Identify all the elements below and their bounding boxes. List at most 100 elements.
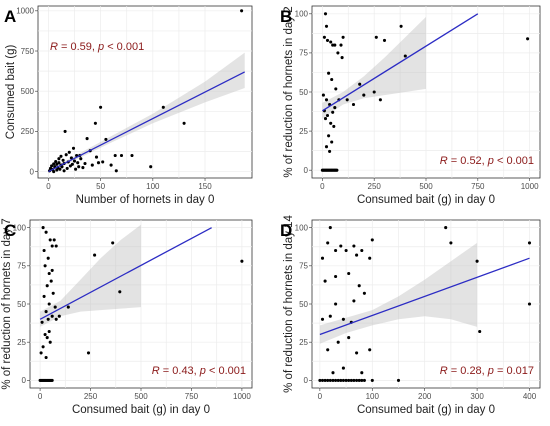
- x-tick-label: 1000: [521, 182, 539, 191]
- data-point: [336, 340, 340, 344]
- regression-line: [48, 71, 245, 173]
- x-tick-label: 750: [471, 182, 485, 191]
- y-axis-title: % of reduction of hornets in day 7: [1, 218, 13, 389]
- data-point: [333, 106, 337, 110]
- data-point: [336, 378, 340, 382]
- data-point: [50, 244, 54, 248]
- stat-p-symbol: p: [487, 155, 494, 167]
- data-point: [114, 169, 118, 173]
- data-point: [90, 163, 94, 167]
- data-point: [370, 238, 374, 242]
- x-tick-label: 200: [418, 392, 432, 401]
- data-point: [341, 35, 345, 39]
- data-point: [444, 226, 448, 230]
- data-point: [329, 40, 333, 44]
- data-point: [326, 348, 330, 352]
- data-point: [378, 98, 382, 102]
- stat-p-value: < 0.001: [206, 365, 246, 377]
- y-tick-label: 50: [299, 88, 308, 97]
- data-point: [52, 238, 56, 242]
- data-point: [355, 351, 359, 355]
- data-point: [368, 348, 372, 352]
- stat-r-value: = 0.28,: [448, 365, 488, 377]
- stat-r-symbol: R: [440, 365, 448, 377]
- regression-line: [322, 13, 479, 112]
- stat-r-value: = 0.43,: [160, 365, 200, 377]
- data-point: [161, 105, 165, 109]
- y-tick-label: 25: [299, 338, 308, 347]
- data-point: [57, 314, 61, 318]
- data-point: [41, 345, 45, 349]
- data-point: [46, 317, 50, 321]
- stat-r-symbol: R: [152, 365, 160, 377]
- x-tick-label: 100: [146, 182, 160, 191]
- x-tick-label: 150: [198, 182, 212, 191]
- data-point: [360, 371, 364, 375]
- data-point: [334, 378, 338, 382]
- data-point: [351, 102, 356, 107]
- y-axis-title: % of reduction of hornets in day 2: [283, 6, 295, 177]
- data-point: [43, 332, 47, 337]
- x-tick-label: 1000: [233, 392, 251, 401]
- confidence-band: [319, 242, 478, 344]
- data-point: [357, 378, 361, 382]
- data-point: [355, 253, 359, 257]
- x-tick-label: 500: [134, 392, 148, 401]
- data-point: [55, 162, 59, 166]
- x-tick-label: 500: [419, 182, 433, 191]
- data-point: [344, 248, 348, 253]
- data-point: [320, 378, 325, 382]
- stat-p-value: < 0.001: [104, 41, 144, 53]
- data-point: [334, 274, 338, 279]
- confidence-band: [322, 16, 426, 119]
- y-tick-label: 0: [304, 166, 309, 175]
- correlation-stat: R = 0.59, p < 0.001: [50, 41, 144, 53]
- data-point: [323, 279, 327, 283]
- data-point: [130, 153, 134, 158]
- data-point: [62, 169, 66, 173]
- data-point: [41, 226, 45, 230]
- data-point: [396, 378, 401, 382]
- data-point: [83, 161, 87, 166]
- data-point: [334, 248, 338, 253]
- data-point: [50, 378, 54, 382]
- data-point: [341, 378, 345, 382]
- data-point: [324, 98, 329, 102]
- y-axis-title: % of reduction of hornets in day 14: [283, 215, 295, 393]
- data-point: [67, 150, 71, 154]
- x-axis-title: Consumed bait (g) in day 0: [72, 404, 210, 416]
- data-point: [59, 154, 63, 158]
- data-point: [352, 244, 356, 248]
- data-point: [329, 121, 333, 125]
- data-point: [372, 90, 376, 94]
- data-point: [43, 264, 47, 268]
- data-point: [352, 299, 356, 303]
- panel-label: B: [280, 7, 292, 26]
- data-point: [77, 165, 81, 169]
- data-point: [339, 378, 343, 382]
- panel-label: C: [4, 221, 16, 240]
- data-point: [58, 167, 62, 171]
- data-point: [57, 157, 61, 161]
- data-point: [40, 320, 44, 324]
- x-tick-label: 250: [368, 182, 382, 191]
- data-point: [327, 71, 331, 75]
- data-point: [72, 159, 77, 163]
- data-point: [47, 271, 51, 276]
- data-point: [51, 291, 55, 295]
- data-point: [355, 378, 359, 382]
- data-point: [341, 366, 345, 370]
- data-point: [330, 140, 334, 144]
- x-tick-label: 50: [96, 182, 105, 191]
- data-point: [45, 336, 49, 340]
- data-point: [360, 248, 364, 253]
- data-point: [54, 244, 58, 248]
- data-point: [399, 24, 403, 28]
- data-point: [328, 314, 332, 318]
- data-point: [44, 355, 48, 360]
- data-point: [240, 9, 244, 13]
- data-point: [45, 284, 49, 288]
- x-tick-label: 300: [470, 392, 484, 401]
- data-point: [42, 248, 46, 253]
- stat-p-value: = 0.017: [494, 365, 534, 377]
